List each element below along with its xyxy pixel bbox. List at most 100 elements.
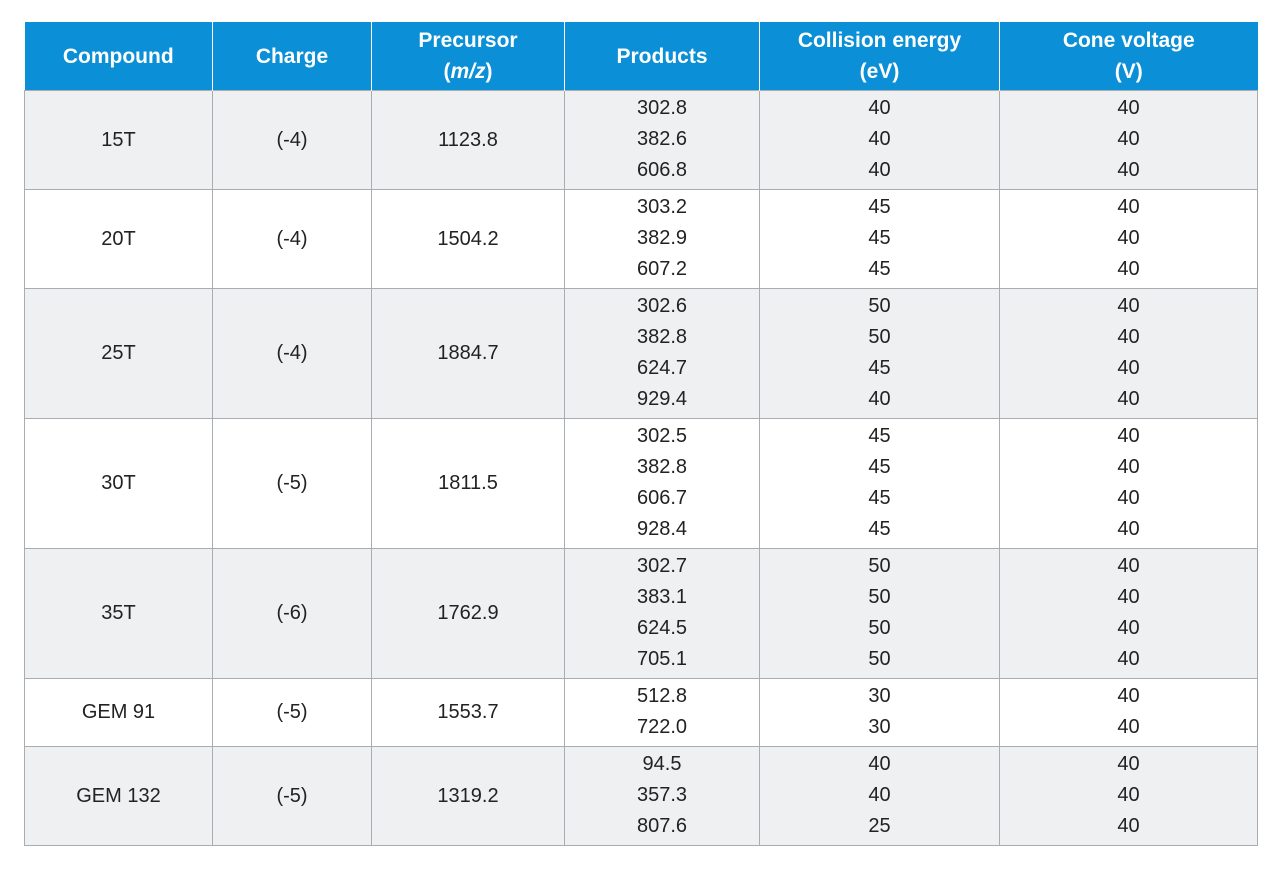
product-value: 382.6 bbox=[636, 128, 688, 150]
header-precursor-label: Precursor bbox=[418, 29, 518, 52]
collision-energy-value: 45 bbox=[868, 487, 891, 509]
charge-cell: (-6) bbox=[212, 548, 372, 679]
collision-energy-value: 50 bbox=[868, 555, 891, 577]
compound-cell: 15T bbox=[24, 90, 213, 190]
product-value: 928.4 bbox=[636, 518, 688, 540]
cone-voltage-cell: 40 40 40 bbox=[999, 746, 1258, 846]
cone-voltage-value: 40 bbox=[1117, 227, 1140, 249]
collision-energy-value: 40 bbox=[868, 159, 891, 181]
cone-voltage-cell: 40 40 40 40 bbox=[999, 418, 1258, 549]
header-row: Compound Charge Precursor (m/z) Products… bbox=[24, 22, 1258, 91]
charge-cell: (-5) bbox=[212, 678, 372, 747]
header-collision-unit: (eV) bbox=[859, 60, 900, 83]
product-value: 303.2 bbox=[636, 196, 688, 218]
cone-voltage-cell: 40 40 bbox=[999, 678, 1258, 747]
collision-energy-value: 45 bbox=[868, 456, 891, 478]
cone-voltage-value: 40 bbox=[1117, 815, 1140, 837]
product-value: 929.4 bbox=[636, 388, 688, 410]
collision-energy-value: 40 bbox=[868, 97, 891, 119]
product-value: 705.1 bbox=[636, 648, 688, 670]
cone-voltage-value: 40 bbox=[1117, 97, 1140, 119]
cone-voltage-value: 40 bbox=[1117, 784, 1140, 806]
product-value: 382.9 bbox=[636, 227, 688, 249]
collision-energy-value: 50 bbox=[868, 326, 891, 348]
cone-voltage-cell: 40 40 40 40 bbox=[999, 288, 1258, 419]
compound-cell: 30T bbox=[24, 418, 213, 549]
header-compound: Compound bbox=[24, 22, 213, 91]
product-value: 606.7 bbox=[636, 487, 688, 509]
collision-energy-value: 50 bbox=[868, 586, 891, 608]
cone-voltage-cell: 40 40 40 bbox=[999, 90, 1258, 190]
header-collision-label: Collision energy bbox=[797, 29, 962, 52]
collision-energy-cell: 40 40 40 bbox=[759, 90, 1000, 190]
cone-voltage-value: 40 bbox=[1117, 258, 1140, 280]
cone-voltage-value: 40 bbox=[1117, 159, 1140, 181]
precursor-cell: 1123.8 bbox=[371, 90, 565, 190]
product-value: 807.6 bbox=[636, 815, 688, 837]
compound-cell: 25T bbox=[24, 288, 213, 419]
cone-voltage-value: 40 bbox=[1117, 555, 1140, 577]
product-value: 722.0 bbox=[636, 716, 688, 738]
precursor-cell: 1811.5 bbox=[371, 418, 565, 549]
collision-energy-value: 45 bbox=[868, 425, 891, 447]
cone-voltage-value: 40 bbox=[1117, 357, 1140, 379]
precursor-cell: 1762.9 bbox=[371, 548, 565, 679]
product-value: 383.1 bbox=[636, 586, 688, 608]
precursor-cell: 1504.2 bbox=[371, 189, 565, 289]
products-cell: 302.5 382.8 606.7 928.4 bbox=[564, 418, 760, 549]
collision-energy-cell: 45 45 45 45 bbox=[759, 418, 1000, 549]
header-precursor-unit: (m/z) bbox=[443, 60, 493, 83]
cone-voltage-value: 40 bbox=[1117, 196, 1140, 218]
product-value: 624.7 bbox=[636, 357, 688, 379]
product-value: 302.8 bbox=[636, 97, 688, 119]
compound-cell: GEM 132 bbox=[24, 746, 213, 846]
collision-energy-value: 25 bbox=[868, 815, 891, 837]
collision-energy-value: 45 bbox=[868, 227, 891, 249]
collision-energy-cell: 40 40 25 bbox=[759, 746, 1000, 846]
collision-energy-value: 30 bbox=[868, 685, 891, 707]
cone-voltage-value: 40 bbox=[1117, 617, 1140, 639]
table-row: 15T (-4) 1123.8 302.8 382.6 606.8 40 40 40 40 40 40 bbox=[24, 90, 1258, 190]
product-value: 624.5 bbox=[636, 617, 688, 639]
product-value: 382.8 bbox=[636, 326, 688, 348]
cone-voltage-value: 40 bbox=[1117, 716, 1140, 738]
table-row: 30T (-5) 1811.5 302.5 382.8 606.7 928.4 45 45 45 4… bbox=[24, 418, 1258, 549]
cone-voltage-value: 40 bbox=[1117, 753, 1140, 775]
collision-energy-value: 40 bbox=[868, 128, 891, 150]
table-row: 35T (-6) 1762.9 302.7 383.1 624.5 705.1 50 50 50 5… bbox=[24, 548, 1258, 679]
cone-voltage-value: 40 bbox=[1117, 326, 1140, 348]
collision-energy-value: 30 bbox=[868, 716, 891, 738]
collision-energy-value: 50 bbox=[868, 648, 891, 670]
cone-voltage-value: 40 bbox=[1117, 648, 1140, 670]
mrm-parameters-table: Compound Charge Precursor (m/z) Products… bbox=[24, 22, 1258, 846]
header-cone-label: Cone voltage bbox=[1062, 29, 1195, 52]
products-cell: 302.8 382.6 606.8 bbox=[564, 90, 760, 190]
cone-voltage-value: 40 bbox=[1117, 295, 1140, 317]
cone-voltage-value: 40 bbox=[1117, 487, 1140, 509]
collision-energy-value: 40 bbox=[868, 753, 891, 775]
products-cell: 512.8 722.0 bbox=[564, 678, 760, 747]
charge-cell: (-4) bbox=[212, 90, 372, 190]
header-collision-energy: Collision energy (eV) bbox=[759, 22, 1000, 91]
collision-energy-cell: 50 50 45 40 bbox=[759, 288, 1000, 419]
collision-energy-value: 45 bbox=[868, 258, 891, 280]
collision-energy-value: 40 bbox=[868, 784, 891, 806]
header-precursor: Precursor (m/z) bbox=[371, 22, 565, 91]
precursor-cell: 1553.7 bbox=[371, 678, 565, 747]
header-cone-voltage: Cone voltage (V) bbox=[999, 22, 1258, 91]
compound-cell: 35T bbox=[24, 548, 213, 679]
collision-energy-cell: 50 50 50 50 bbox=[759, 548, 1000, 679]
header-cone-unit: (V) bbox=[1114, 60, 1143, 83]
compound-cell: 20T bbox=[24, 189, 213, 289]
cone-voltage-cell: 40 40 40 40 bbox=[999, 548, 1258, 679]
cone-voltage-value: 40 bbox=[1117, 586, 1140, 608]
product-value: 302.7 bbox=[636, 555, 688, 577]
products-cell: 302.7 383.1 624.5 705.1 bbox=[564, 548, 760, 679]
table-row: GEM 91 (-5) 1553.7 512.8 722.0 30 30 40 40 bbox=[24, 678, 1258, 747]
cone-voltage-value: 40 bbox=[1117, 425, 1140, 447]
charge-cell: (-5) bbox=[212, 418, 372, 549]
product-value: 302.5 bbox=[636, 425, 688, 447]
cone-voltage-value: 40 bbox=[1117, 456, 1140, 478]
cone-voltage-cell: 40 40 40 bbox=[999, 189, 1258, 289]
product-value: 382.8 bbox=[636, 456, 688, 478]
